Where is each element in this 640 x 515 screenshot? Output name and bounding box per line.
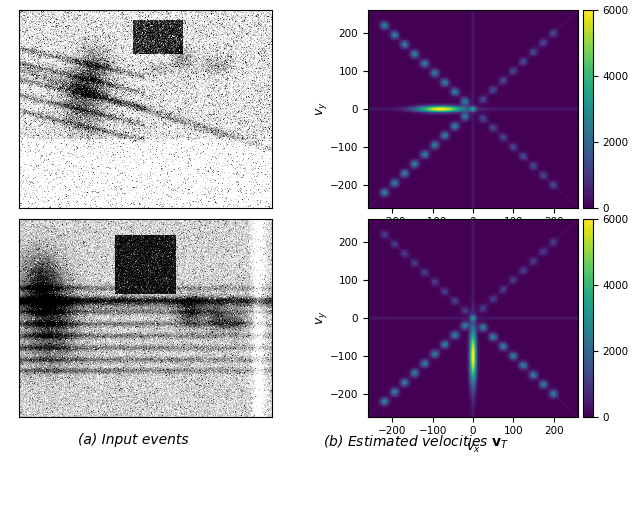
Text: (a) Input events: (a) Input events [78,433,189,448]
Y-axis label: $v_y$: $v_y$ [314,101,328,116]
Text: (b) Estimated velocities $\mathbf{v}_T$: (b) Estimated velocities $\mathbf{v}_T$ [323,433,509,451]
X-axis label: $v_x$: $v_x$ [466,442,480,455]
X-axis label: $v_x$: $v_x$ [466,233,480,246]
Y-axis label: $v_y$: $v_y$ [314,311,328,325]
